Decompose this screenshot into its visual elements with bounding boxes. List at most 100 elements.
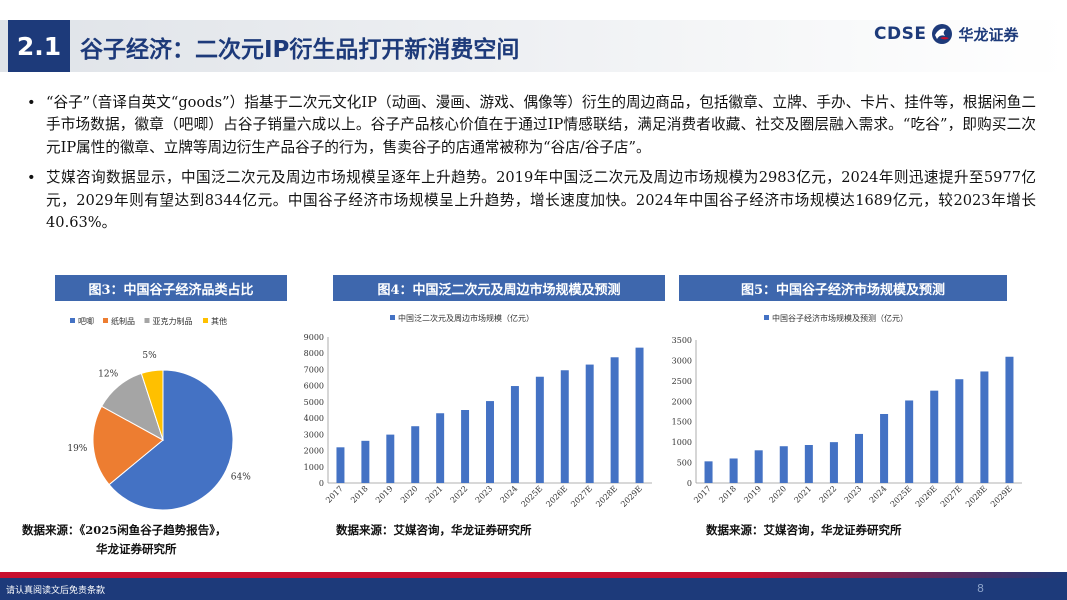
bar	[635, 347, 644, 483]
company-logo: CDSE 华龙证券	[874, 22, 1018, 46]
header-band	[0, 20, 1067, 72]
pie-data-label: 12%	[98, 370, 118, 380]
dragon-logo-icon	[932, 24, 953, 44]
pie-data-label: 5%	[142, 351, 157, 361]
section-number: 2.1	[8, 20, 70, 72]
y-tick-label: 4000	[304, 414, 324, 423]
y-tick-label: 5000	[304, 398, 324, 407]
x-tick-label: 2027E	[939, 484, 964, 509]
bar	[461, 410, 470, 483]
pie-legend-label: 其他	[211, 316, 227, 326]
x-tick-label: 2018	[349, 484, 370, 505]
pie-legend-swatch	[103, 318, 108, 323]
pie-legend-label: 亚克力制品	[153, 316, 193, 326]
footer-disclaimer: 请认真阅读文后免责条款	[6, 586, 106, 596]
bar	[486, 401, 494, 483]
bullet-goods-definition: “谷子”（音译自英文“goods”）指基于二次元文化IP（动画、漫画、游戏、偶像…	[27, 92, 1036, 159]
bar	[905, 400, 914, 483]
bar-legend-label: 中国泛二次元及周边市场规模（亿元）	[398, 313, 534, 323]
bar-legend-swatch	[764, 315, 769, 320]
x-tick-label: 2025E	[519, 484, 544, 509]
bar	[361, 440, 370, 483]
bar-chart-acg-market: 中国泛二次元及周边市场规模（亿元） 0 1000 2000 3000 4000 5000 60…	[304, 313, 652, 509]
fig4-source: 数据来源：艾媒咨询，华龙证券研究所	[336, 523, 532, 537]
x-tick-label: 2023	[843, 484, 864, 505]
y-tick-label: 2500	[672, 377, 692, 386]
fig3-source-line2: 华龙证券研究所	[96, 542, 177, 556]
x-tick-label: 2019	[374, 484, 395, 505]
logo-text-cn: 华龙证券	[958, 25, 1019, 44]
bar	[610, 357, 619, 483]
x-tick-label: 2028E	[964, 484, 989, 509]
x-tick-label: 2019	[742, 484, 763, 505]
y-tick-label: 1000	[304, 463, 324, 472]
bar	[510, 386, 519, 483]
y-tick-label: 8000	[304, 349, 324, 358]
x-tick-label: 2029E	[989, 484, 1014, 509]
bar	[854, 433, 864, 483]
y-tick-label: 1000	[672, 438, 692, 447]
fig4-title: 图4：中国泛二次元及周边市场规模及预测	[333, 275, 665, 301]
y-tick-label: 3500	[672, 336, 692, 345]
y-tick-label: 500	[677, 459, 692, 468]
x-tick-label: 2020	[399, 484, 420, 505]
x-tick-label: 2022	[449, 484, 470, 505]
bar	[829, 442, 838, 483]
y-tick-label: 0	[319, 479, 324, 488]
pie-legend-swatch	[144, 318, 150, 323]
bullet-market-size: 艾媒咨询数据显示，中国泛二次元及周边市场规模呈逐年上升趋势。2019年中国泛二次…	[27, 167, 1036, 234]
x-tick-label: 2021	[424, 484, 445, 505]
fig3-source-line1: 数据来源：《2025闲鱼谷子趋势报告》，	[22, 523, 227, 537]
bar	[930, 390, 939, 483]
bar	[560, 370, 569, 483]
bar	[411, 426, 420, 483]
bar	[1005, 356, 1014, 483]
x-tick-label: 2026E	[914, 484, 939, 509]
bar	[704, 461, 713, 483]
bar	[754, 450, 763, 483]
page-number: 8	[977, 582, 984, 595]
pie-slice	[108, 369, 234, 511]
x-tick-label: 2024	[868, 484, 889, 505]
y-tick-label: 7000	[304, 365, 324, 374]
fig3-source: 数据来源：《2025闲鱼谷子趋势报告》， 华龙证券研究所	[22, 521, 227, 559]
y-tick-label: 3000	[672, 356, 692, 365]
bar-legend-swatch	[390, 315, 395, 320]
x-tick-label: 2022	[818, 484, 839, 505]
pie-legend-label: 纸制品	[111, 316, 135, 326]
fig3-title: 图3：中国谷子经济品类占比	[55, 275, 287, 301]
fig5-source: 数据来源：艾媒咨询，华龙证券研究所	[706, 523, 902, 537]
y-tick-label: 0	[687, 479, 692, 488]
pie-data-label: 19%	[67, 444, 87, 454]
x-tick-label: 2023	[474, 484, 495, 505]
bar	[955, 379, 964, 483]
y-tick-label: 9000	[304, 333, 324, 342]
bar-chart-goods-economy: 中国谷子经济市场规模及预测（亿元） 0 500 1000 1500 2000 2500 300…	[672, 313, 1022, 509]
x-tick-label: 2026E	[544, 484, 569, 509]
x-tick-label: 2029E	[619, 484, 644, 509]
pie-chart-goods-categories: 吧唧 纸制品 亚克力制品 其他 64% 19% 12% 5%	[67, 316, 251, 511]
x-tick-label: 2017	[324, 484, 345, 505]
bar	[729, 458, 738, 483]
y-tick-label: 3000	[304, 430, 324, 439]
x-tick-label: 2025E	[889, 484, 914, 509]
x-tick-label: 2018	[717, 484, 738, 505]
bar	[804, 445, 813, 483]
bar	[535, 376, 544, 483]
x-tick-label: 2028E	[594, 484, 619, 509]
bar-legend-label: 中国谷子经济市场规模及预测（亿元）	[772, 313, 908, 323]
x-tick-label: 2017	[692, 484, 713, 505]
pie-legend-swatch	[70, 318, 75, 323]
bar	[386, 434, 395, 483]
page-title: 谷子经济：二次元IP衍生品打开新消费空间	[80, 37, 520, 63]
fig5-title: 图5：中国谷子经济市场规模及预测	[679, 275, 1007, 301]
y-tick-label: 1500	[672, 418, 692, 427]
y-tick-label: 2000	[304, 447, 324, 456]
pie-legend-swatch	[203, 318, 208, 323]
x-tick-label: 2027E	[569, 484, 594, 509]
bar	[980, 371, 989, 483]
bar	[436, 413, 445, 483]
pie-slice	[92, 405, 164, 486]
x-tick-label: 2020	[767, 484, 788, 505]
bar	[336, 447, 345, 483]
